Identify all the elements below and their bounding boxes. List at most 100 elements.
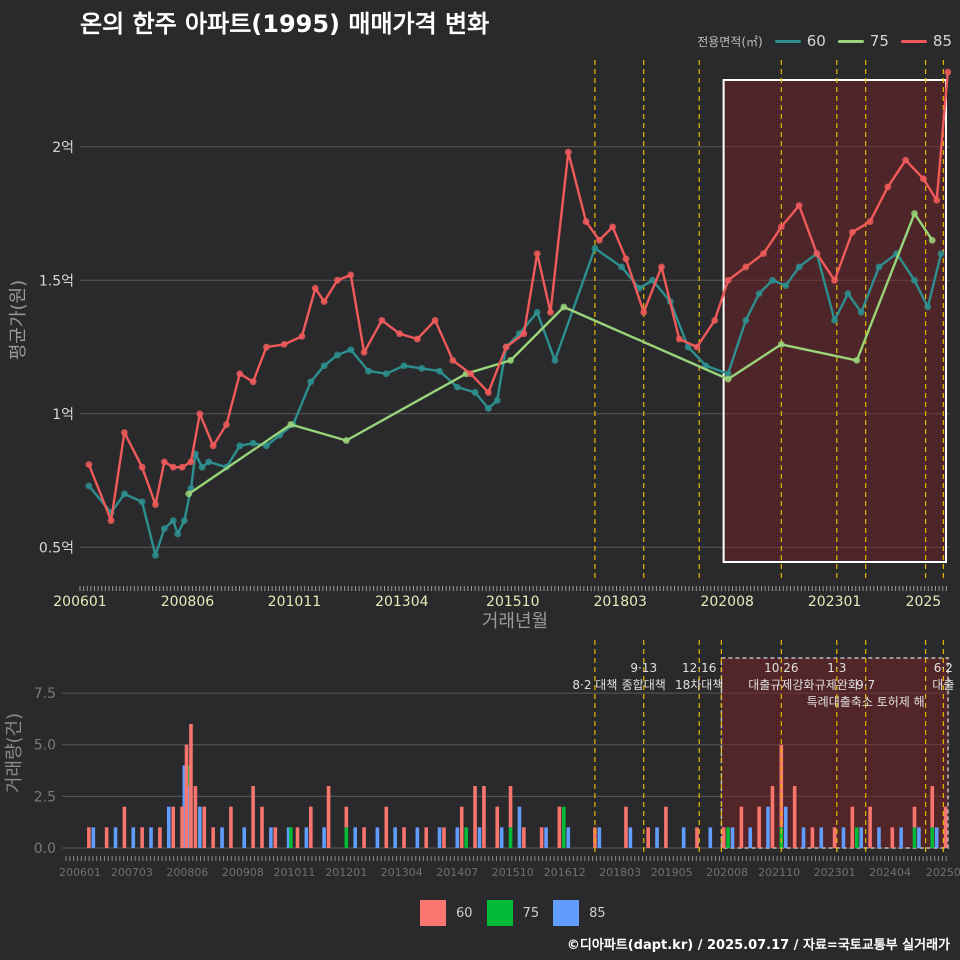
price-point-85 [760, 250, 767, 257]
price-x-tick-label: 202301 [808, 594, 861, 610]
volume-chart: 0.0 2.5 5.0 7.5 거래량(건) 8·2 대책 9·13 종합대책 12·16 18차… [4, 640, 960, 879]
price-point-85 [187, 458, 195, 466]
volume-bar-85 [783, 806, 788, 848]
volume-bar-75 [854, 827, 859, 848]
price-point-85 [902, 156, 910, 164]
price-point-60 [795, 263, 803, 271]
volume-x-tick-label: 201803 [599, 866, 641, 879]
price-point-85 [533, 250, 541, 257]
price-point-60 [844, 290, 852, 298]
price-point-85 [919, 175, 927, 183]
policy-annotation: 종합대책 [622, 677, 666, 692]
volume-x-tick-label: 200806 [166, 866, 208, 879]
price-y-tick-label: 1억 [52, 407, 74, 423]
price-point-60 [120, 490, 128, 498]
price-point-75 [185, 490, 193, 498]
policy-annotation: 규제완화 [815, 678, 859, 692]
price-point-85 [378, 316, 386, 324]
volume-legend-box-75 [486, 900, 513, 926]
volume-bar-60 [664, 806, 668, 848]
price-point-85 [209, 442, 217, 450]
price-point-60 [365, 367, 372, 375]
volume-bar-60 [943, 806, 948, 848]
price-point-85 [334, 276, 341, 284]
volume-bar-60 [646, 827, 650, 848]
price-x-tick-label: 201803 [593, 594, 646, 610]
price-point-60 [453, 383, 461, 391]
volume-x-tick-label: 202301 [814, 866, 856, 879]
price-point-85 [933, 196, 941, 204]
volume-bar-60 [539, 827, 544, 848]
volume-bar-60 [180, 806, 184, 848]
volume-bar-85 [859, 827, 864, 848]
policy-annotation: 12·16 [682, 661, 716, 675]
volume-bar-85 [681, 827, 686, 848]
volume-bar-60 [158, 827, 162, 848]
price-x-tick-label: 2025 [906, 594, 942, 610]
volume-bar-60 [202, 806, 207, 848]
volume-bar-85 [415, 827, 420, 848]
price-point-85 [449, 356, 457, 364]
price-point-60 [180, 517, 188, 524]
volume-bar-60 [104, 827, 109, 848]
legend-label-85: 85 [932, 32, 952, 50]
policy-annotation: 1·3 [827, 661, 846, 675]
price-point-60 [831, 316, 838, 324]
volume-bar-60 [890, 827, 895, 848]
volume-bar-85 [269, 827, 273, 848]
price-point-85 [777, 223, 785, 231]
volume-bar-60 [695, 827, 699, 848]
volume-bar-60 [810, 827, 815, 848]
policy-annotation: 6·2 [934, 661, 953, 675]
volume-legend-label-60: 60 [456, 905, 473, 921]
price-point-85 [160, 458, 168, 466]
price-point-85 [280, 340, 288, 348]
price-y-tick-label: 1.5억 [39, 273, 74, 289]
volume-bar-85 [841, 827, 846, 848]
price-point-60 [937, 250, 945, 257]
volume-bar-60 [251, 786, 255, 848]
volume-bar-60 [211, 827, 215, 848]
legend-swatch-75 [837, 39, 864, 43]
volume-x-tick-label: 20250 [926, 866, 960, 879]
price-point-60 [152, 551, 159, 559]
price-point-85 [152, 501, 159, 508]
policy-annotation: 8·2 대책 [572, 677, 617, 692]
price-point-60 [755, 290, 763, 298]
price-x-tick-label: 201304 [375, 594, 429, 610]
price-point-60 [400, 362, 408, 370]
price-point-85 [223, 421, 230, 428]
volume-bar-60 [624, 806, 628, 848]
price-point-85 [848, 228, 856, 236]
policy-annotation: 대출규제강화 [748, 678, 814, 692]
volume-legend-item-85: 85 [553, 900, 606, 926]
volume-bar-60 [495, 806, 500, 848]
price-point-85 [724, 276, 732, 284]
volume-x-tick-label: 202110 [758, 866, 800, 879]
volume-bar-85 [220, 827, 224, 848]
price-point-60 [174, 530, 182, 538]
price-point-60 [724, 370, 732, 378]
price-line-60 [87, 247, 943, 557]
price-point-85 [249, 378, 257, 386]
price-x-tick-label: 201510 [486, 594, 539, 610]
volume-bar-60 [193, 786, 198, 848]
price-y-axis-label: 평균가(원) [8, 280, 29, 360]
price-point-60 [347, 346, 355, 354]
price-point-60 [169, 517, 177, 524]
volume-bar-85 [708, 827, 713, 848]
price-point-75 [560, 303, 568, 311]
price-point-60 [85, 482, 93, 490]
credit-text: ©디아파트(dapt.kr) / 2025.07.17 / 자료=국토교통부 실… [566, 938, 950, 953]
volume-bar-85 [353, 827, 358, 848]
volume-bar-85 [131, 827, 136, 848]
volume-bar-60 [593, 827, 597, 848]
policy-annotation: 18차대책 [675, 677, 723, 692]
price-point-85 [396, 330, 403, 338]
volume-bar-85 [655, 827, 659, 848]
volume-bar-85 [186, 786, 191, 848]
volume-bar-60 [850, 806, 855, 848]
price-point-85 [298, 332, 306, 340]
volume-x-tick-label: 201201 [325, 866, 367, 879]
